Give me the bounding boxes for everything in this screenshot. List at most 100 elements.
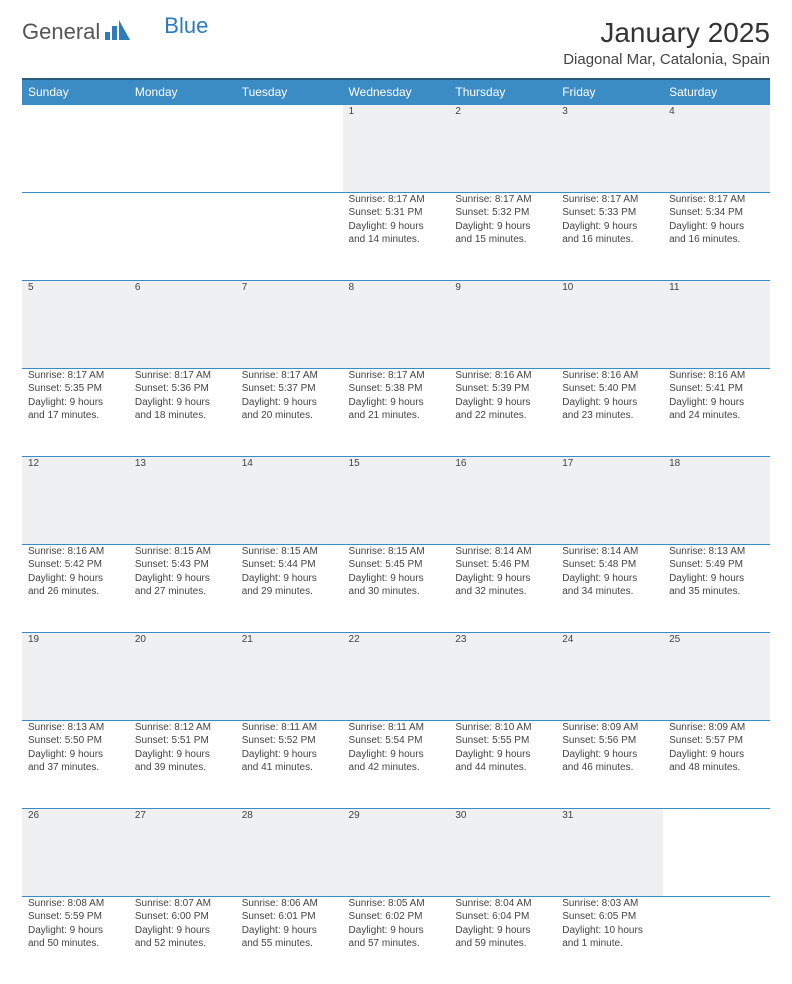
day-number-cell: 26	[22, 808, 129, 896]
sunrise-text: Sunrise: 8:15 AM	[135, 545, 230, 559]
sunrise-text: Sunrise: 8:07 AM	[135, 897, 230, 911]
sunset-text: Sunset: 5:35 PM	[28, 382, 123, 396]
daylight-text-2: and 46 minutes.	[562, 761, 657, 775]
daylight-text-2: and 48 minutes.	[669, 761, 764, 775]
daylight-text-2: and 14 minutes.	[349, 233, 444, 247]
day-detail-cell: Sunrise: 8:15 AMSunset: 5:44 PMDaylight:…	[236, 544, 343, 632]
sunset-text: Sunset: 6:04 PM	[455, 910, 550, 924]
weekday-header: Sunday	[22, 79, 129, 105]
daylight-text-2: and 52 minutes.	[135, 937, 230, 951]
sunset-text: Sunset: 5:31 PM	[349, 206, 444, 220]
day-detail-cell: Sunrise: 8:09 AMSunset: 5:57 PMDaylight:…	[663, 720, 770, 808]
daylight-text-2: and 29 minutes.	[242, 585, 337, 599]
sunrise-text: Sunrise: 8:11 AM	[242, 721, 337, 735]
day-detail-cell: Sunrise: 8:15 AMSunset: 5:43 PMDaylight:…	[129, 544, 236, 632]
day-number-cell: 1	[343, 104, 450, 192]
sunset-text: Sunset: 5:50 PM	[28, 734, 123, 748]
day-detail-cell: Sunrise: 8:17 AMSunset: 5:36 PMDaylight:…	[129, 368, 236, 456]
sunset-text: Sunset: 5:48 PM	[562, 558, 657, 572]
weekday-header: Tuesday	[236, 79, 343, 105]
daylight-text-1: Daylight: 9 hours	[562, 572, 657, 586]
daylight-text-1: Daylight: 9 hours	[349, 924, 444, 938]
day-number-cell	[22, 104, 129, 192]
daylight-text-1: Daylight: 9 hours	[562, 748, 657, 762]
daylight-text-1: Daylight: 10 hours	[562, 924, 657, 938]
sunset-text: Sunset: 5:54 PM	[349, 734, 444, 748]
daylight-text-1: Daylight: 9 hours	[135, 396, 230, 410]
day-detail-cell: Sunrise: 8:04 AMSunset: 6:04 PMDaylight:…	[449, 896, 556, 984]
day-detail-cell	[236, 192, 343, 280]
daylight-text-2: and 34 minutes.	[562, 585, 657, 599]
day-number-cell: 22	[343, 632, 450, 720]
detail-row: Sunrise: 8:08 AMSunset: 5:59 PMDaylight:…	[22, 896, 770, 984]
day-detail-cell: Sunrise: 8:17 AMSunset: 5:31 PMDaylight:…	[343, 192, 450, 280]
sunrise-text: Sunrise: 8:17 AM	[349, 193, 444, 207]
sunrise-text: Sunrise: 8:09 AM	[562, 721, 657, 735]
day-detail-cell: Sunrise: 8:14 AMSunset: 5:46 PMDaylight:…	[449, 544, 556, 632]
detail-row: Sunrise: 8:13 AMSunset: 5:50 PMDaylight:…	[22, 720, 770, 808]
day-number-cell: 27	[129, 808, 236, 896]
day-detail-cell: Sunrise: 8:07 AMSunset: 6:00 PMDaylight:…	[129, 896, 236, 984]
day-number-cell: 24	[556, 632, 663, 720]
daylight-text-1: Daylight: 9 hours	[28, 924, 123, 938]
sunrise-text: Sunrise: 8:15 AM	[242, 545, 337, 559]
day-number-cell: 14	[236, 456, 343, 544]
day-detail-cell: Sunrise: 8:10 AMSunset: 5:55 PMDaylight:…	[449, 720, 556, 808]
daylight-text-1: Daylight: 9 hours	[669, 396, 764, 410]
day-detail-cell: Sunrise: 8:03 AMSunset: 6:05 PMDaylight:…	[556, 896, 663, 984]
sunrise-text: Sunrise: 8:10 AM	[455, 721, 550, 735]
daylight-text-2: and 41 minutes.	[242, 761, 337, 775]
day-number-cell: 4	[663, 104, 770, 192]
daylight-text-2: and 24 minutes.	[669, 409, 764, 423]
sunrise-text: Sunrise: 8:14 AM	[562, 545, 657, 559]
sunset-text: Sunset: 5:52 PM	[242, 734, 337, 748]
sunrise-text: Sunrise: 8:17 AM	[135, 369, 230, 383]
day-detail-cell: Sunrise: 8:17 AMSunset: 5:32 PMDaylight:…	[449, 192, 556, 280]
sunrise-text: Sunrise: 8:17 AM	[562, 193, 657, 207]
day-number-cell: 28	[236, 808, 343, 896]
daylight-text-2: and 18 minutes.	[135, 409, 230, 423]
day-number-cell: 3	[556, 104, 663, 192]
sunrise-text: Sunrise: 8:13 AM	[669, 545, 764, 559]
day-detail-cell: Sunrise: 8:05 AMSunset: 6:02 PMDaylight:…	[343, 896, 450, 984]
daylight-text-2: and 57 minutes.	[349, 937, 444, 951]
sunrise-text: Sunrise: 8:17 AM	[349, 369, 444, 383]
daynum-row: 1234	[22, 104, 770, 192]
daylight-text-1: Daylight: 9 hours	[562, 220, 657, 234]
day-number-cell	[236, 104, 343, 192]
daylight-text-1: Daylight: 9 hours	[242, 396, 337, 410]
header: General Blue January 2025 Diagonal Mar, …	[22, 18, 770, 68]
sunset-text: Sunset: 5:33 PM	[562, 206, 657, 220]
day-detail-cell: Sunrise: 8:16 AMSunset: 5:41 PMDaylight:…	[663, 368, 770, 456]
day-detail-cell	[129, 192, 236, 280]
day-detail-cell	[663, 896, 770, 984]
sunset-text: Sunset: 5:56 PM	[562, 734, 657, 748]
daylight-text-2: and 15 minutes.	[455, 233, 550, 247]
sunrise-text: Sunrise: 8:17 AM	[28, 369, 123, 383]
sunset-text: Sunset: 5:40 PM	[562, 382, 657, 396]
daylight-text-2: and 22 minutes.	[455, 409, 550, 423]
sunrise-text: Sunrise: 8:17 AM	[455, 193, 550, 207]
calendar-table: Sunday Monday Tuesday Wednesday Thursday…	[22, 78, 770, 984]
day-number-cell: 9	[449, 280, 556, 368]
sunset-text: Sunset: 5:32 PM	[455, 206, 550, 220]
sunset-text: Sunset: 6:05 PM	[562, 910, 657, 924]
day-number-cell: 21	[236, 632, 343, 720]
weekday-header: Friday	[556, 79, 663, 105]
daylight-text-2: and 37 minutes.	[28, 761, 123, 775]
daylight-text-2: and 30 minutes.	[349, 585, 444, 599]
day-number-cell: 18	[663, 456, 770, 544]
daylight-text-1: Daylight: 9 hours	[455, 220, 550, 234]
daylight-text-2: and 42 minutes.	[349, 761, 444, 775]
daylight-text-2: and 27 minutes.	[135, 585, 230, 599]
daynum-row: 262728293031	[22, 808, 770, 896]
daylight-text-2: and 21 minutes.	[349, 409, 444, 423]
day-detail-cell: Sunrise: 8:11 AMSunset: 5:52 PMDaylight:…	[236, 720, 343, 808]
sunset-text: Sunset: 5:38 PM	[349, 382, 444, 396]
sunset-text: Sunset: 6:01 PM	[242, 910, 337, 924]
sunset-text: Sunset: 5:36 PM	[135, 382, 230, 396]
sunrise-text: Sunrise: 8:15 AM	[349, 545, 444, 559]
day-number-cell: 5	[22, 280, 129, 368]
sunset-text: Sunset: 5:43 PM	[135, 558, 230, 572]
sunset-text: Sunset: 5:45 PM	[349, 558, 444, 572]
